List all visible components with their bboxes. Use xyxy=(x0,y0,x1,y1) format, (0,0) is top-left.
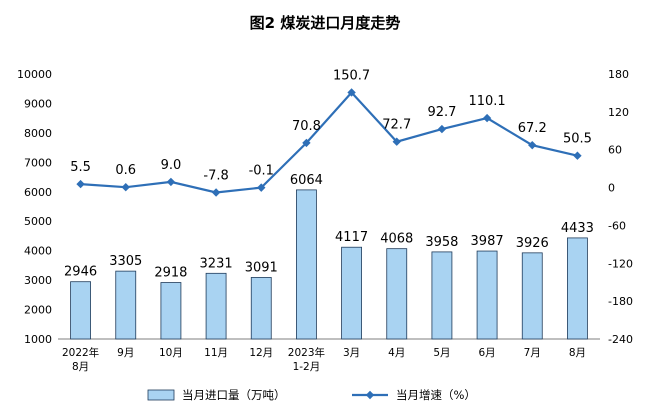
bar xyxy=(160,282,182,340)
line-point xyxy=(76,179,85,189)
y-right-tick-label: -120 xyxy=(608,257,633,270)
bar xyxy=(567,237,588,340)
bar xyxy=(476,250,498,340)
x-tick-label: 9月 xyxy=(117,347,134,359)
y-left-tick-label: 1000 xyxy=(24,333,52,346)
x-tick-label: 7月 xyxy=(524,347,541,359)
line-value-label: -7.8 xyxy=(203,168,228,183)
x-tick-label: 2023年 xyxy=(288,346,325,359)
legend-bar-label: 当月进口量（万吨） xyxy=(182,388,286,402)
line-point xyxy=(573,151,582,160)
bars xyxy=(70,189,588,340)
y-left-tick-label: 2000 xyxy=(24,304,52,317)
bar xyxy=(250,277,272,340)
line-value-label: 67.2 xyxy=(518,121,547,136)
line-value-label: 9.0 xyxy=(161,158,182,173)
legend-line-label: 当月增速（%） xyxy=(396,388,476,402)
y-right-tick-label: 0 xyxy=(608,182,615,195)
y-left-tick-label: 7000 xyxy=(24,156,52,169)
legend-line-marker xyxy=(365,390,375,400)
x-tick-label: 11月 xyxy=(204,347,228,359)
x-tick-label: 8月 xyxy=(72,361,89,373)
bar xyxy=(205,272,227,340)
bar-value-label: 3958 xyxy=(425,235,458,250)
line-point xyxy=(392,137,401,146)
y-left-tick-label: 4000 xyxy=(24,245,52,258)
bar xyxy=(341,246,362,340)
bar-value-label: 6064 xyxy=(290,173,323,188)
line-labels: 5.5 0.6 9.0 -7.8 -0.1 70.8 150.7 72.7 92.7 110.1 6… xyxy=(70,68,592,183)
y-right-tick-label: -180 xyxy=(608,295,633,308)
line-point xyxy=(257,183,266,192)
line-point xyxy=(211,188,221,197)
line-point xyxy=(437,124,447,134)
y-right-tick-label: 60 xyxy=(608,144,622,157)
line-value-label: 5.5 xyxy=(70,160,91,175)
y-left-tick-label: 10000 xyxy=(17,68,52,81)
bar xyxy=(296,189,317,340)
axes: 1000 2000 3000 4000 5000 6000 7000 8000 9000 1000… xyxy=(17,68,633,346)
bar-value-label: 3305 xyxy=(109,254,142,269)
bar-value-label: 4068 xyxy=(380,232,413,247)
x-tick-label: 10月 xyxy=(159,347,183,359)
line-point xyxy=(166,177,176,187)
growth-line xyxy=(76,88,582,197)
y-right-tick-label: 180 xyxy=(608,68,629,81)
line-value-label: 72.7 xyxy=(382,118,411,133)
y-right-tick-label: -60 xyxy=(608,219,626,232)
x-tick-label: 8月 xyxy=(569,347,586,359)
bar-value-label: 3231 xyxy=(200,256,233,271)
bar xyxy=(521,252,543,340)
line-value-label: -0.1 xyxy=(249,164,274,179)
legend: 当月进口量（万吨） 当月增速（%） xyxy=(147,388,476,402)
line-value-label: 50.5 xyxy=(563,132,592,147)
x-tick-label: 5月 xyxy=(433,347,450,359)
y-right-tick-label: -240 xyxy=(608,333,633,346)
x-ticks: 2022年 8月 9月 10月 11月 12月 2023年 1-2月 3月 4月 5月 6月 7月 8月 xyxy=(62,346,586,373)
bar-value-label: 3091 xyxy=(245,260,278,275)
x-tick-label: 4月 xyxy=(388,347,405,359)
bar-value-label: 4433 xyxy=(561,221,594,236)
bar-value-label: 3926 xyxy=(516,236,549,251)
bar-value-label: 4117 xyxy=(335,230,368,245)
x-tick-label: 1-2月 xyxy=(293,361,321,373)
y-left-tick-label: 8000 xyxy=(24,127,52,140)
line-point xyxy=(302,138,311,148)
line-value-label: 0.6 xyxy=(115,163,136,178)
bar xyxy=(115,270,137,340)
growth-line-path xyxy=(80,90,578,194)
line-point xyxy=(528,140,537,150)
y-left-tick-label: 5000 xyxy=(24,215,52,228)
y-right-tick-label: 120 xyxy=(608,106,629,119)
y-left-tick-label: 3000 xyxy=(24,274,52,287)
bar xyxy=(386,248,408,340)
bar-value-label: 2946 xyxy=(64,265,97,280)
y-left-tick-label: 6000 xyxy=(24,186,52,199)
bar xyxy=(70,281,91,340)
y-left-tick-label: 9000 xyxy=(24,97,52,110)
x-tick-label: 3月 xyxy=(343,347,360,359)
bar-labels: 2946 3305 2918 3231 3091 6064 4117 4068 3958 3987… xyxy=(64,173,594,281)
line-value-label: 150.7 xyxy=(333,68,370,83)
line-value-label: 92.7 xyxy=(427,105,456,120)
bar-value-label: 2918 xyxy=(154,266,187,281)
legend-bar-swatch xyxy=(147,389,175,401)
bar xyxy=(431,251,453,340)
line-value-label: 70.8 xyxy=(292,119,321,134)
x-tick-label: 6月 xyxy=(478,347,495,359)
bar-value-label: 3987 xyxy=(471,234,504,249)
x-tick-label: 2022年 xyxy=(62,346,99,359)
line-point xyxy=(482,113,492,123)
line-point xyxy=(347,88,356,97)
line-value-label: 110.1 xyxy=(468,94,505,109)
line-point xyxy=(121,182,130,192)
chart-title: 图2 煤炭进口月度走势 xyxy=(250,14,401,32)
x-tick-label: 12月 xyxy=(249,347,273,359)
